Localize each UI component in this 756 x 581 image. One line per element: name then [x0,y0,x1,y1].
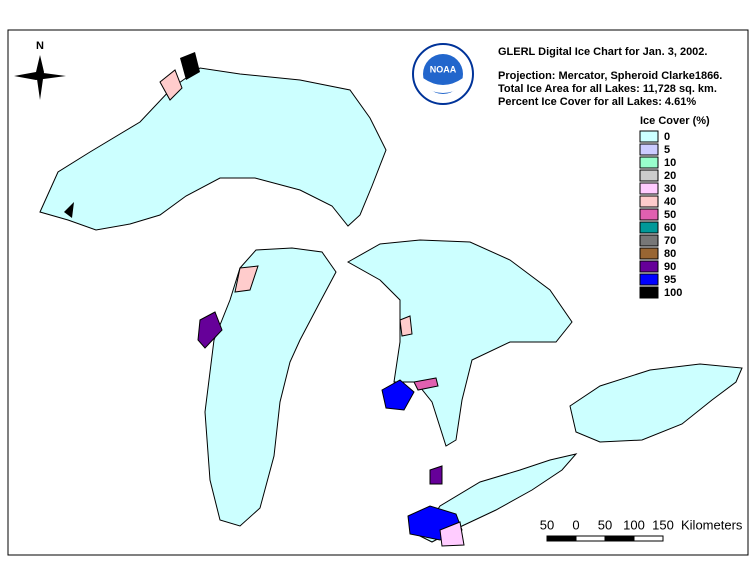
ice-patch [439,521,465,547]
lake-ontario [569,363,743,443]
ice-patch [64,202,74,218]
legend-swatch [639,286,659,299]
legend-swatch [639,182,659,195]
legend-swatch [639,247,659,260]
legend-label: 70 [664,235,676,247]
legend-swatch [639,156,659,169]
legend-label: 0 [664,131,670,143]
scale-label: 100 [623,517,645,532]
legend-title: Ice Cover (%) [640,115,710,127]
legend-label: 20 [664,170,676,182]
chart-title: GLERL Digital Ice Chart for Jan. 3, 2002… [498,46,707,58]
legend-label: 80 [664,248,676,260]
ice-patch [399,315,413,337]
ice-patch [159,69,183,101]
ice-patch [413,377,439,391]
lake-huron [346,239,573,447]
legend-swatch [639,195,659,208]
logo-text: NOAA [430,64,457,74]
legend-swatch [639,208,659,221]
legend-label: 5 [664,144,670,156]
projection: Projection: Mercator, Spheroid Clarke186… [498,70,722,82]
compass-label: N [36,40,44,52]
legend-label: 40 [664,196,676,208]
legend-label: 30 [664,183,676,195]
scale-segment [633,535,664,542]
legend-swatch [639,169,659,182]
lake-michigan [204,247,337,527]
scale-segment [575,535,606,542]
legend-label: 10 [664,157,676,169]
total-area: Total Ice Area for all Lakes: 11,728 sq.… [498,83,717,95]
legend-swatch [639,130,659,143]
scale-label: 0 [572,517,579,532]
ice-patch [429,465,443,485]
ice-patch [197,311,223,349]
legend-swatch [639,260,659,273]
legend-label: 90 [664,261,676,273]
scale-label: 50 [540,517,554,532]
scale-bar: 50 0 50 100 150 Kilometers [540,517,743,542]
legend-swatch [639,143,659,156]
scale-label: 50 [598,517,612,532]
legend-label: 60 [664,222,676,234]
legend-swatch [639,273,659,286]
ice-patch [381,379,415,411]
legend-label: 100 [664,287,682,299]
percent-cover: Percent Ice Cover for all Lakes: 4.61% [498,96,696,108]
ice-patch [234,265,259,293]
ice-patch [180,52,200,80]
legend-swatch [639,221,659,234]
compass: N [14,40,66,100]
scale-unit: Kilometers [681,517,743,532]
noaa-logo: NOAA [412,43,474,105]
scale-segment [604,535,635,542]
scale-label: 150 [652,517,674,532]
legend-swatch [639,234,659,247]
map-frame [7,29,749,556]
legend-label: 50 [664,209,676,221]
scale-segment [546,535,577,542]
legend-label: 95 [664,274,676,286]
